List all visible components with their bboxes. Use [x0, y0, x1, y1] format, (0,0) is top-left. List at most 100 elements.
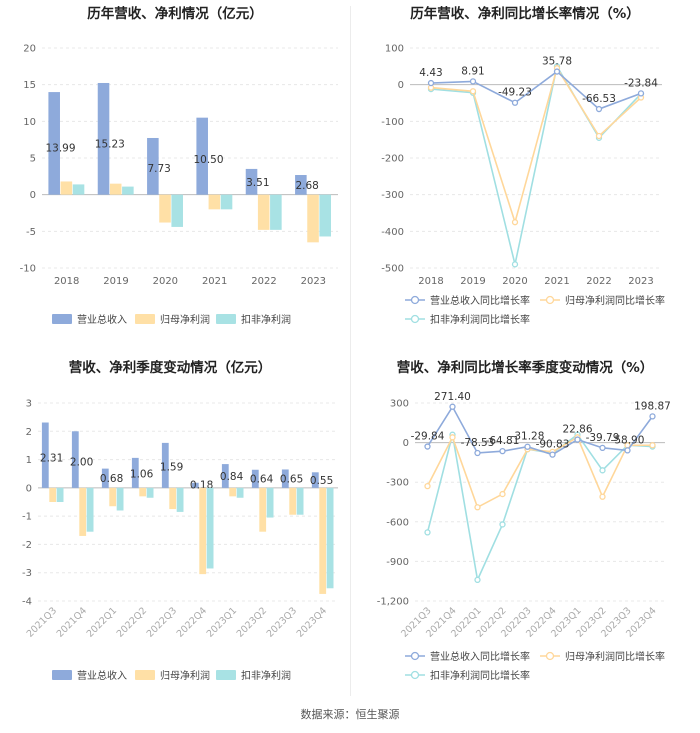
chart-panel-2: 历年营收、净利同比增长率情况（%） 100 0 -100 -200 -300 -400 -50…: [381, 5, 665, 326]
bar-3: [206, 487, 214, 569]
x-tick-label: 2023Q4: [295, 605, 329, 639]
line-data-label: -49.23: [498, 87, 532, 99]
bar-2: [289, 487, 297, 515]
legend-label: 营业总收入: [77, 669, 127, 682]
x-tick-label: 2022Q3: [145, 605, 179, 639]
series-point-1: [574, 436, 581, 443]
legend-swatch: [52, 314, 72, 324]
y-tick-label: 0: [403, 438, 409, 449]
bar-2: [208, 194, 221, 210]
legend-label: 归母净利润同比增长率: [565, 650, 665, 663]
legend-item-2: 归母净利润: [135, 313, 210, 326]
series-point-1: [624, 447, 631, 454]
y-tick-label: -1: [22, 512, 32, 523]
series-line-1: [430, 70, 642, 110]
series-point-1: [427, 79, 435, 87]
legend-swatch: [216, 314, 236, 324]
bar-data-label: 0.84: [220, 471, 244, 483]
legend-item-1: 营业总收入: [52, 313, 127, 326]
legend-item-1: 营业总收入: [52, 669, 127, 682]
bar-data-label: 3.51: [246, 177, 269, 189]
bar-1: [191, 482, 199, 488]
legend-item-3: 扣非净利润同比增长率: [405, 313, 530, 326]
y-tick-label: 0: [30, 190, 36, 201]
bar-1: [147, 137, 159, 195]
legend-item-3: 扣非净利润同比增长率: [405, 669, 530, 682]
series-point-2: [599, 493, 606, 500]
x-tick-label: 2022: [251, 276, 276, 287]
legend-label: 扣非净利润同比增长率: [430, 313, 530, 326]
bar-3: [176, 487, 184, 512]
line-data-label: -58.90: [611, 434, 645, 446]
y-tick-label: -3: [22, 568, 32, 579]
bar-1: [71, 431, 79, 488]
y-tick-label: 3: [26, 399, 32, 410]
bar-1: [48, 92, 60, 195]
bar-1: [41, 422, 49, 488]
legend-item-1: 营业总收入同比增长率: [405, 650, 530, 663]
series-point-3: [499, 521, 506, 528]
bar-3: [326, 487, 334, 589]
bar-3: [72, 184, 85, 195]
series-point-2: [449, 434, 456, 441]
series-point-2: [649, 442, 656, 449]
bar-1: [161, 442, 169, 488]
legend-label: 营业总收入同比增长率: [430, 650, 530, 663]
legend-item-2: 归母净利润同比增长率: [540, 294, 665, 307]
bar-2: [109, 183, 122, 195]
y-tick-label: -900: [386, 557, 409, 568]
series-point-2: [595, 132, 603, 140]
y-tick-label: -300: [381, 190, 404, 201]
y-tick-label: -4: [22, 597, 32, 608]
bar-data-label: 0.55: [310, 475, 333, 487]
x-tick-label: 2019: [460, 276, 485, 287]
legend-marker: [410, 651, 420, 661]
series-line-2: [430, 66, 642, 225]
bar-data-label: 2.00: [70, 456, 93, 468]
x-tick-label: 2022: [586, 276, 611, 287]
bar-3: [266, 487, 274, 518]
line-data-label: -29.84: [411, 431, 445, 443]
chart-title: 历年营收、净利情况（亿元）: [87, 5, 263, 22]
bar-1: [245, 168, 258, 195]
legend-label: 营业总收入同比增长率: [430, 294, 530, 307]
x-tick-label: 2018: [418, 276, 443, 287]
legend-swatch: [52, 670, 72, 680]
legend-label: 扣非净利润同比增长率: [430, 669, 530, 682]
series-point-2: [469, 88, 477, 95]
bar-3: [319, 194, 331, 237]
legend-item-3: 扣非净利润: [216, 669, 291, 682]
x-tick-label: 2021: [202, 276, 227, 287]
legend-marker: [410, 295, 420, 305]
series-point-1: [499, 448, 506, 455]
y-tick-label: 100: [385, 44, 404, 55]
bar-1: [281, 469, 289, 488]
chart-title: 营收、净利同比增长率季度变动情况（%）: [397, 359, 654, 376]
y-tick-label: 0: [26, 483, 32, 494]
bar-2: [159, 194, 171, 223]
bar-2: [109, 487, 117, 507]
x-tick-label: 2021: [544, 276, 569, 287]
bar-2: [319, 487, 327, 594]
line-data-label: 198.87: [634, 400, 671, 412]
legend-swatch: [135, 314, 155, 324]
y-tick-label: 2: [26, 427, 32, 438]
x-tick-label: 2023Q2: [235, 605, 269, 639]
bar-2: [229, 487, 237, 497]
x-tick-label: 2023Q1: [205, 605, 239, 639]
x-tick-label: 2019: [103, 276, 128, 287]
bar-data-label: 1.59: [160, 462, 183, 474]
bar-3: [86, 487, 94, 532]
bar-data-label: 1.06: [130, 468, 154, 480]
line-data-label: 271.40: [434, 391, 471, 403]
line-data-label: -31.28: [511, 431, 545, 443]
series-point-2: [511, 219, 519, 226]
bar-data-label: 13.99: [45, 142, 75, 154]
bar-data-label: 0.68: [100, 473, 123, 485]
series-point-3: [511, 261, 519, 268]
line-data-label: -23.84: [624, 77, 658, 89]
legend-marker: [545, 651, 555, 661]
legend-item-1: 营业总收入同比增长率: [405, 294, 530, 307]
series-line-1: [426, 405, 654, 456]
